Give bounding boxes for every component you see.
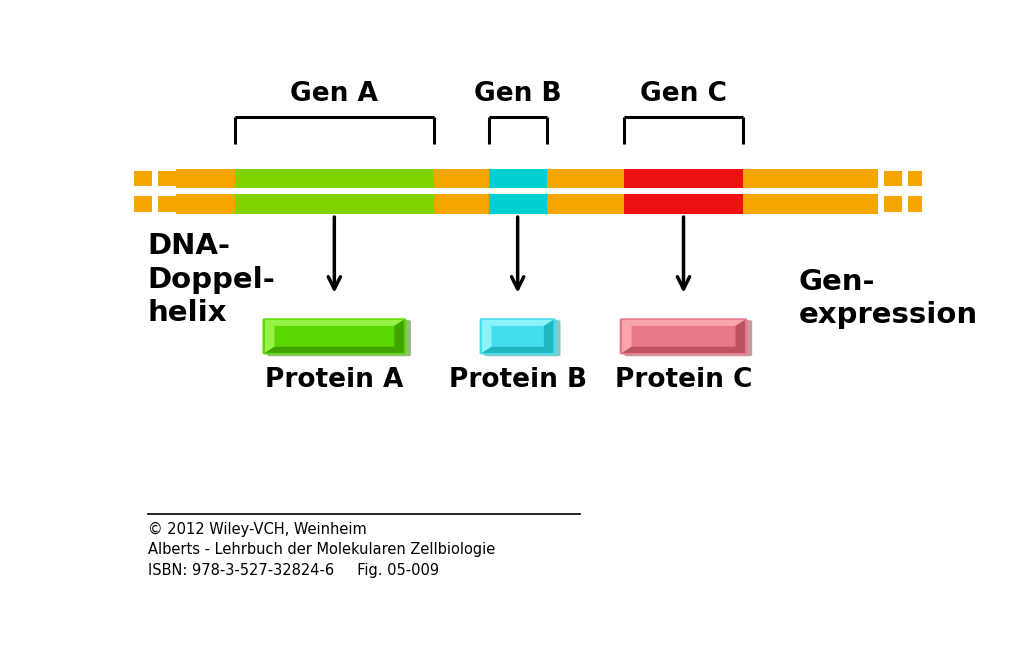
Bar xyxy=(236,194,433,214)
FancyBboxPatch shape xyxy=(484,320,560,356)
Polygon shape xyxy=(735,320,745,353)
Bar xyxy=(134,171,152,186)
Polygon shape xyxy=(265,320,274,353)
Text: Gen-
expression: Gen- expression xyxy=(799,268,978,329)
Bar xyxy=(489,194,547,214)
Text: Protein A: Protein A xyxy=(265,367,403,393)
Text: Gen B: Gen B xyxy=(474,81,561,107)
Text: ISBN: 978-3-527-32824-6     Fig. 05-009: ISBN: 978-3-527-32824-6 Fig. 05-009 xyxy=(147,563,439,578)
Bar xyxy=(624,194,743,214)
Text: Gen A: Gen A xyxy=(291,81,378,107)
Polygon shape xyxy=(482,320,492,353)
Text: Gen C: Gen C xyxy=(640,81,727,107)
Bar xyxy=(134,196,152,212)
Polygon shape xyxy=(622,347,745,353)
Bar xyxy=(176,169,878,188)
Polygon shape xyxy=(622,320,745,326)
Polygon shape xyxy=(482,347,553,353)
Polygon shape xyxy=(265,320,403,326)
Bar xyxy=(176,194,878,214)
Bar xyxy=(908,196,926,212)
Text: Protein C: Protein C xyxy=(614,367,753,393)
Text: Alberts - Lehrbuch der Molekularen Zellbiologie: Alberts - Lehrbuch der Molekularen Zellb… xyxy=(147,543,495,557)
Polygon shape xyxy=(544,320,553,353)
Bar xyxy=(489,169,547,188)
FancyBboxPatch shape xyxy=(625,320,753,356)
Bar xyxy=(624,169,743,188)
Polygon shape xyxy=(622,320,632,353)
Bar xyxy=(908,171,926,186)
FancyBboxPatch shape xyxy=(479,319,556,354)
Polygon shape xyxy=(265,347,403,353)
Bar xyxy=(158,171,176,186)
Polygon shape xyxy=(482,320,553,326)
Bar xyxy=(236,169,433,188)
Polygon shape xyxy=(394,320,403,353)
Bar xyxy=(158,196,176,212)
Bar xyxy=(885,196,902,212)
Text: Protein B: Protein B xyxy=(449,367,587,393)
Text: © 2012 Wiley-VCH, Weinheim: © 2012 Wiley-VCH, Weinheim xyxy=(147,522,367,537)
Text: DNA-
Doppel-
helix: DNA- Doppel- helix xyxy=(147,232,275,327)
FancyBboxPatch shape xyxy=(262,319,407,354)
Bar xyxy=(885,171,902,186)
FancyBboxPatch shape xyxy=(267,320,411,356)
FancyBboxPatch shape xyxy=(620,319,748,354)
